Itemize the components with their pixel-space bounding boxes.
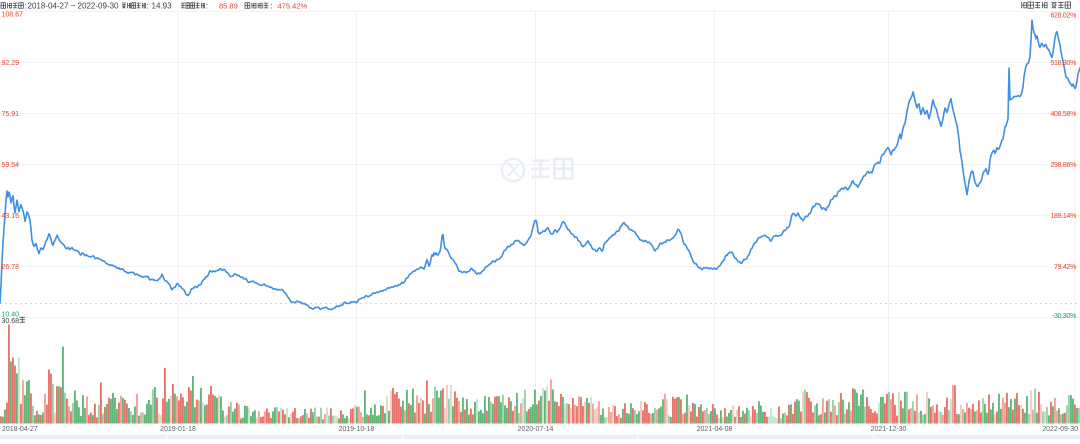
svg-text:59.54: 59.54 — [2, 162, 20, 169]
svg-text:475.42%: 475.42% — [278, 2, 308, 11]
svg-text:2018-04-27: 2018-04-27 — [2, 426, 38, 433]
svg-text:92.29: 92.29 — [2, 60, 20, 67]
svg-text:79.42%: 79.42% — [1054, 264, 1076, 271]
svg-text:298.86%: 298.86% — [1050, 162, 1076, 169]
svg-text:43.16: 43.16 — [2, 213, 20, 220]
svg-text:10.40: 10.40 — [2, 312, 20, 319]
svg-text:2018-04-27 ~ 2022-09-30: 2018-04-27 ~ 2022-09-30 — [28, 2, 120, 11]
svg-text::: : — [206, 2, 208, 11]
svg-text:75.91: 75.91 — [2, 111, 20, 118]
svg-text:2019-10-18: 2019-10-18 — [339, 426, 375, 433]
svg-text:26.78: 26.78 — [2, 264, 20, 271]
svg-text:518.30%: 518.30% — [1050, 60, 1076, 67]
svg-text:85.89: 85.89 — [219, 2, 238, 11]
svg-text:408.58%: 408.58% — [1050, 111, 1076, 118]
svg-text::: : — [270, 2, 272, 11]
svg-text:2022-09-30: 2022-09-30 — [1042, 426, 1078, 433]
svg-text:2020-07-14: 2020-07-14 — [518, 426, 554, 433]
svg-text:2021-12-30: 2021-12-30 — [871, 426, 907, 433]
svg-text:189.14%: 189.14% — [1050, 213, 1076, 220]
svg-text::: : — [24, 2, 26, 11]
svg-text:-30.30%: -30.30% — [1052, 313, 1076, 320]
svg-text:2021-04-08: 2021-04-08 — [697, 426, 733, 433]
svg-text:108.67: 108.67 — [2, 12, 24, 19]
svg-text:30.68: 30.68 — [2, 318, 20, 325]
svg-text:628.02%: 628.02% — [1050, 13, 1076, 20]
svg-text:2019-01-18: 2019-01-18 — [160, 426, 196, 433]
svg-text::: : — [146, 2, 148, 11]
svg-text:14.93: 14.93 — [152, 2, 173, 11]
